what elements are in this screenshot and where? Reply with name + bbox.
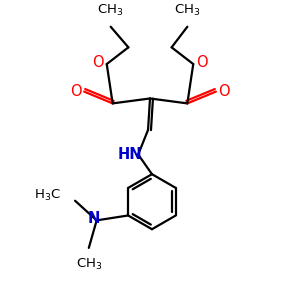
Text: HN: HN (118, 147, 143, 162)
Text: H$_3$C: H$_3$C (34, 188, 61, 203)
Text: O: O (92, 55, 104, 70)
Text: O: O (218, 84, 230, 99)
Text: CH$_3$: CH$_3$ (76, 257, 102, 272)
Text: CH$_3$: CH$_3$ (98, 3, 124, 18)
Text: N: N (88, 211, 100, 226)
Text: O: O (196, 55, 208, 70)
Text: CH$_3$: CH$_3$ (174, 3, 201, 18)
Text: O: O (70, 84, 82, 99)
